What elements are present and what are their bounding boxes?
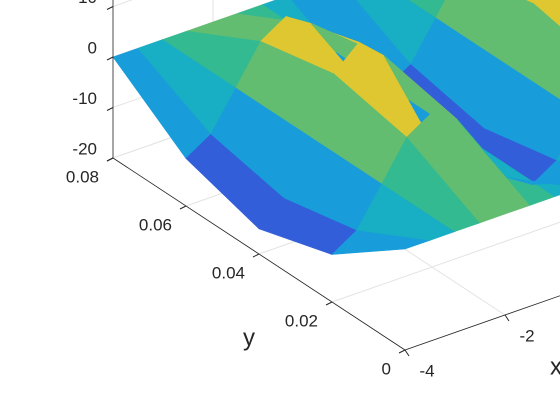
z-tick	[106, 107, 114, 111]
y-tick-label: 0.02	[285, 311, 318, 330]
axis-line	[404, 295, 560, 351]
surface-patch	[408, 0, 446, 18]
z-tick-label: 0	[88, 38, 97, 57]
x-axis-label: x	[550, 353, 560, 380]
surface-patch	[556, 153, 560, 161]
y-tick	[398, 349, 406, 354]
y-tick-label: 0.06	[139, 215, 172, 234]
z-tick-label: -20	[72, 139, 97, 158]
x-tick	[504, 314, 510, 322]
surface	[112, 0, 560, 255]
surface-patch	[533, 0, 560, 27]
y-tick-label: 0.04	[212, 263, 245, 282]
y-tick	[179, 205, 187, 210]
x-tick	[404, 349, 410, 357]
x-tick-label: -4	[419, 361, 434, 380]
y-tick	[252, 253, 260, 258]
z-tick	[106, 56, 114, 61]
z-tick	[106, 6, 114, 10]
axes: -20 -10 0 10 0 0.02 0.04 0.06 0.08 -4 -2 y x	[66, 0, 560, 380]
y-tick-label: 0.08	[66, 167, 99, 186]
x-tick-label: -2	[519, 326, 534, 345]
y-axis-label: y	[243, 324, 255, 351]
y-tick-label: 0	[382, 359, 391, 378]
y-tick	[106, 157, 114, 162]
y-tick	[325, 301, 333, 306]
grid-line	[331, 221, 560, 303]
z-tick-label: -10	[72, 89, 97, 108]
surface-patch	[526, 0, 537, 4]
z-tick-label: 10	[78, 0, 97, 7]
